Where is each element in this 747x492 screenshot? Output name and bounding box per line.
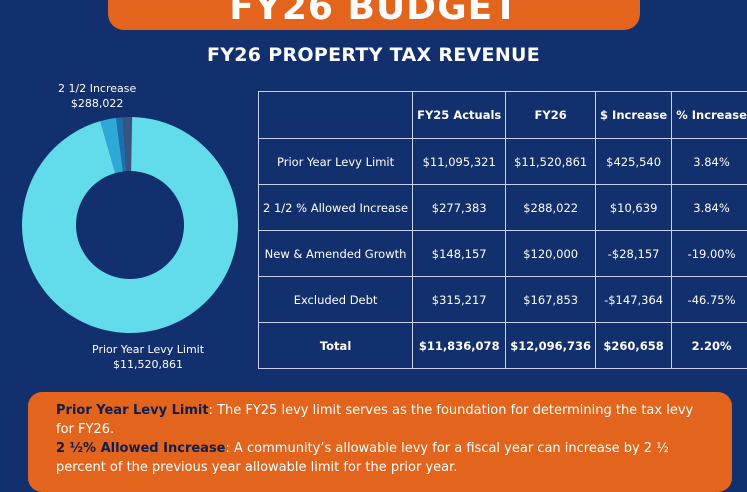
- banner-title: FY26 BUDGET: [229, 0, 519, 26]
- header-cell: FY26: [506, 92, 596, 139]
- chart-subtitle: FY26 PROPERTY TAX REVENUE: [0, 44, 747, 66]
- row-label: Prior Year Levy Limit: [259, 139, 413, 185]
- table-cell: $120,000: [506, 231, 596, 277]
- table-cell: 3.84%: [672, 139, 747, 185]
- total-cell: $11,836,078: [413, 323, 506, 369]
- table-cell: $10,639: [596, 185, 672, 231]
- row-label: New & Amended Growth: [259, 231, 413, 277]
- donut-label-increase-value: $288,022: [58, 96, 136, 111]
- table-row: New & Amended Growth $148,157 $120,000 -…: [259, 231, 747, 277]
- definitions-box: Prior Year Levy Limit: The FY25 levy lim…: [28, 392, 732, 492]
- revenue-table: FY25 Actuals FY26 $ Increase % Increase …: [258, 91, 747, 369]
- donut-label-increase: 2 1/2 Increase $288,022: [58, 81, 136, 111]
- row-label: 2 1/2 % Allowed Increase: [259, 185, 413, 231]
- definition-term: 2 ½% Allowed Increase: [56, 441, 226, 456]
- donut-svg: [20, 80, 248, 370]
- definition-increase: 2 ½% Allowed Increase: A community’s all…: [56, 439, 704, 477]
- table-total-row: Total $11,836,078 $12,096,736 $260,658 2…: [259, 323, 747, 369]
- table-cell: $425,540: [596, 139, 672, 185]
- table-cell: -$147,364: [596, 277, 672, 323]
- table-cell: $288,022: [506, 185, 596, 231]
- table-row: 2 1/2 % Allowed Increase $277,383 $288,0…: [259, 185, 747, 231]
- table-cell: $148,157: [413, 231, 506, 277]
- table-cell: $315,217: [413, 277, 506, 323]
- table-cell: -$28,157: [596, 231, 672, 277]
- table-cell: $277,383: [413, 185, 506, 231]
- header-cell: [259, 92, 413, 139]
- title-banner: FY26 BUDGET: [108, 0, 640, 30]
- definition-term: Prior Year Levy Limit: [56, 403, 209, 418]
- total-cell: 2.20%: [672, 323, 747, 369]
- table-row: Prior Year Levy Limit $11,095,321 $11,52…: [259, 139, 747, 185]
- table-cell: -19.00%: [672, 231, 747, 277]
- table-cell: $11,095,321: [413, 139, 506, 185]
- header-cell: $ Increase: [596, 92, 672, 139]
- table-row: Excluded Debt $315,217 $167,853 -$147,36…: [259, 277, 747, 323]
- header-cell: % Increase: [672, 92, 747, 139]
- donut-chart: 2 1/2 Increase $288,022 Prior Year Levy …: [20, 80, 248, 370]
- row-label: Excluded Debt: [259, 277, 413, 323]
- total-label: Total: [259, 323, 413, 369]
- table-cell: $167,853: [506, 277, 596, 323]
- header-cell: FY25 Actuals: [413, 92, 506, 139]
- donut-label-increase-name: 2 1/2 Increase: [58, 81, 136, 96]
- total-cell: $12,096,736: [506, 323, 596, 369]
- total-cell: $260,658: [596, 323, 672, 369]
- definition-levy: Prior Year Levy Limit: The FY25 levy lim…: [56, 401, 704, 439]
- table-cell: 3.84%: [672, 185, 747, 231]
- table-header-row: FY25 Actuals FY26 $ Increase % Increase: [259, 92, 747, 139]
- donut-label-levy-name: Prior Year Levy Limit: [92, 342, 204, 357]
- donut-label-levy-value: $11,520,861: [92, 357, 204, 372]
- table-cell: -46.75%: [672, 277, 747, 323]
- donut-label-levy: Prior Year Levy Limit $11,520,861: [92, 342, 204, 372]
- table-cell: $11,520,861: [506, 139, 596, 185]
